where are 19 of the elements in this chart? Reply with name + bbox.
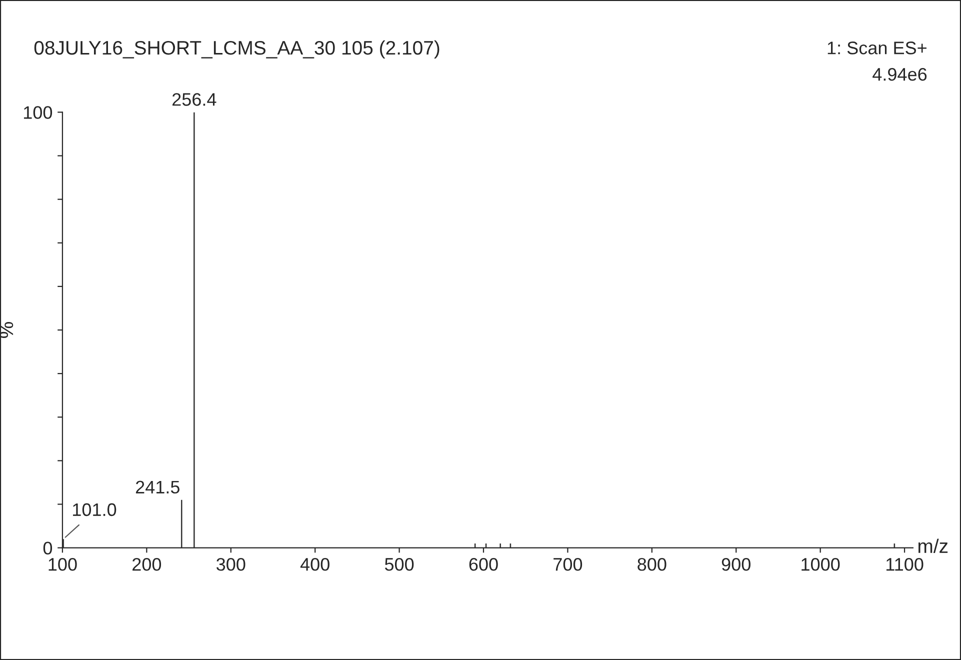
x-tick-label: 200 <box>132 558 162 571</box>
annotation: 256.4 <box>172 93 216 106</box>
annotation: 241.5 <box>136 480 180 494</box>
x-tick-label: 500 <box>384 558 414 571</box>
x-tick-label: 300 <box>216 558 246 571</box>
x-tick-label: 400 <box>300 558 330 571</box>
chart-title: 08JULY16_SHORT_LCMS_AA_30 105 (2.107) <box>34 40 440 59</box>
x-tick-label: 1100 <box>886 558 924 571</box>
x-tick-label: 100 <box>48 558 77 571</box>
annotation: 101.0 <box>73 503 116 516</box>
x-tick-label: 600 <box>469 558 498 571</box>
x-axis-title: m/z <box>918 538 948 554</box>
text: 4.94e6 <box>872 68 927 81</box>
x-tick-label: 800 <box>638 558 666 571</box>
text: 1: Scan ES+ <box>828 42 926 54</box>
y-tick-label: 0 <box>43 542 52 555</box>
x-tick-label: 700 <box>554 558 582 571</box>
x-tick-label: 900 <box>722 558 750 571</box>
x-tick-label: 1000 <box>802 558 840 571</box>
